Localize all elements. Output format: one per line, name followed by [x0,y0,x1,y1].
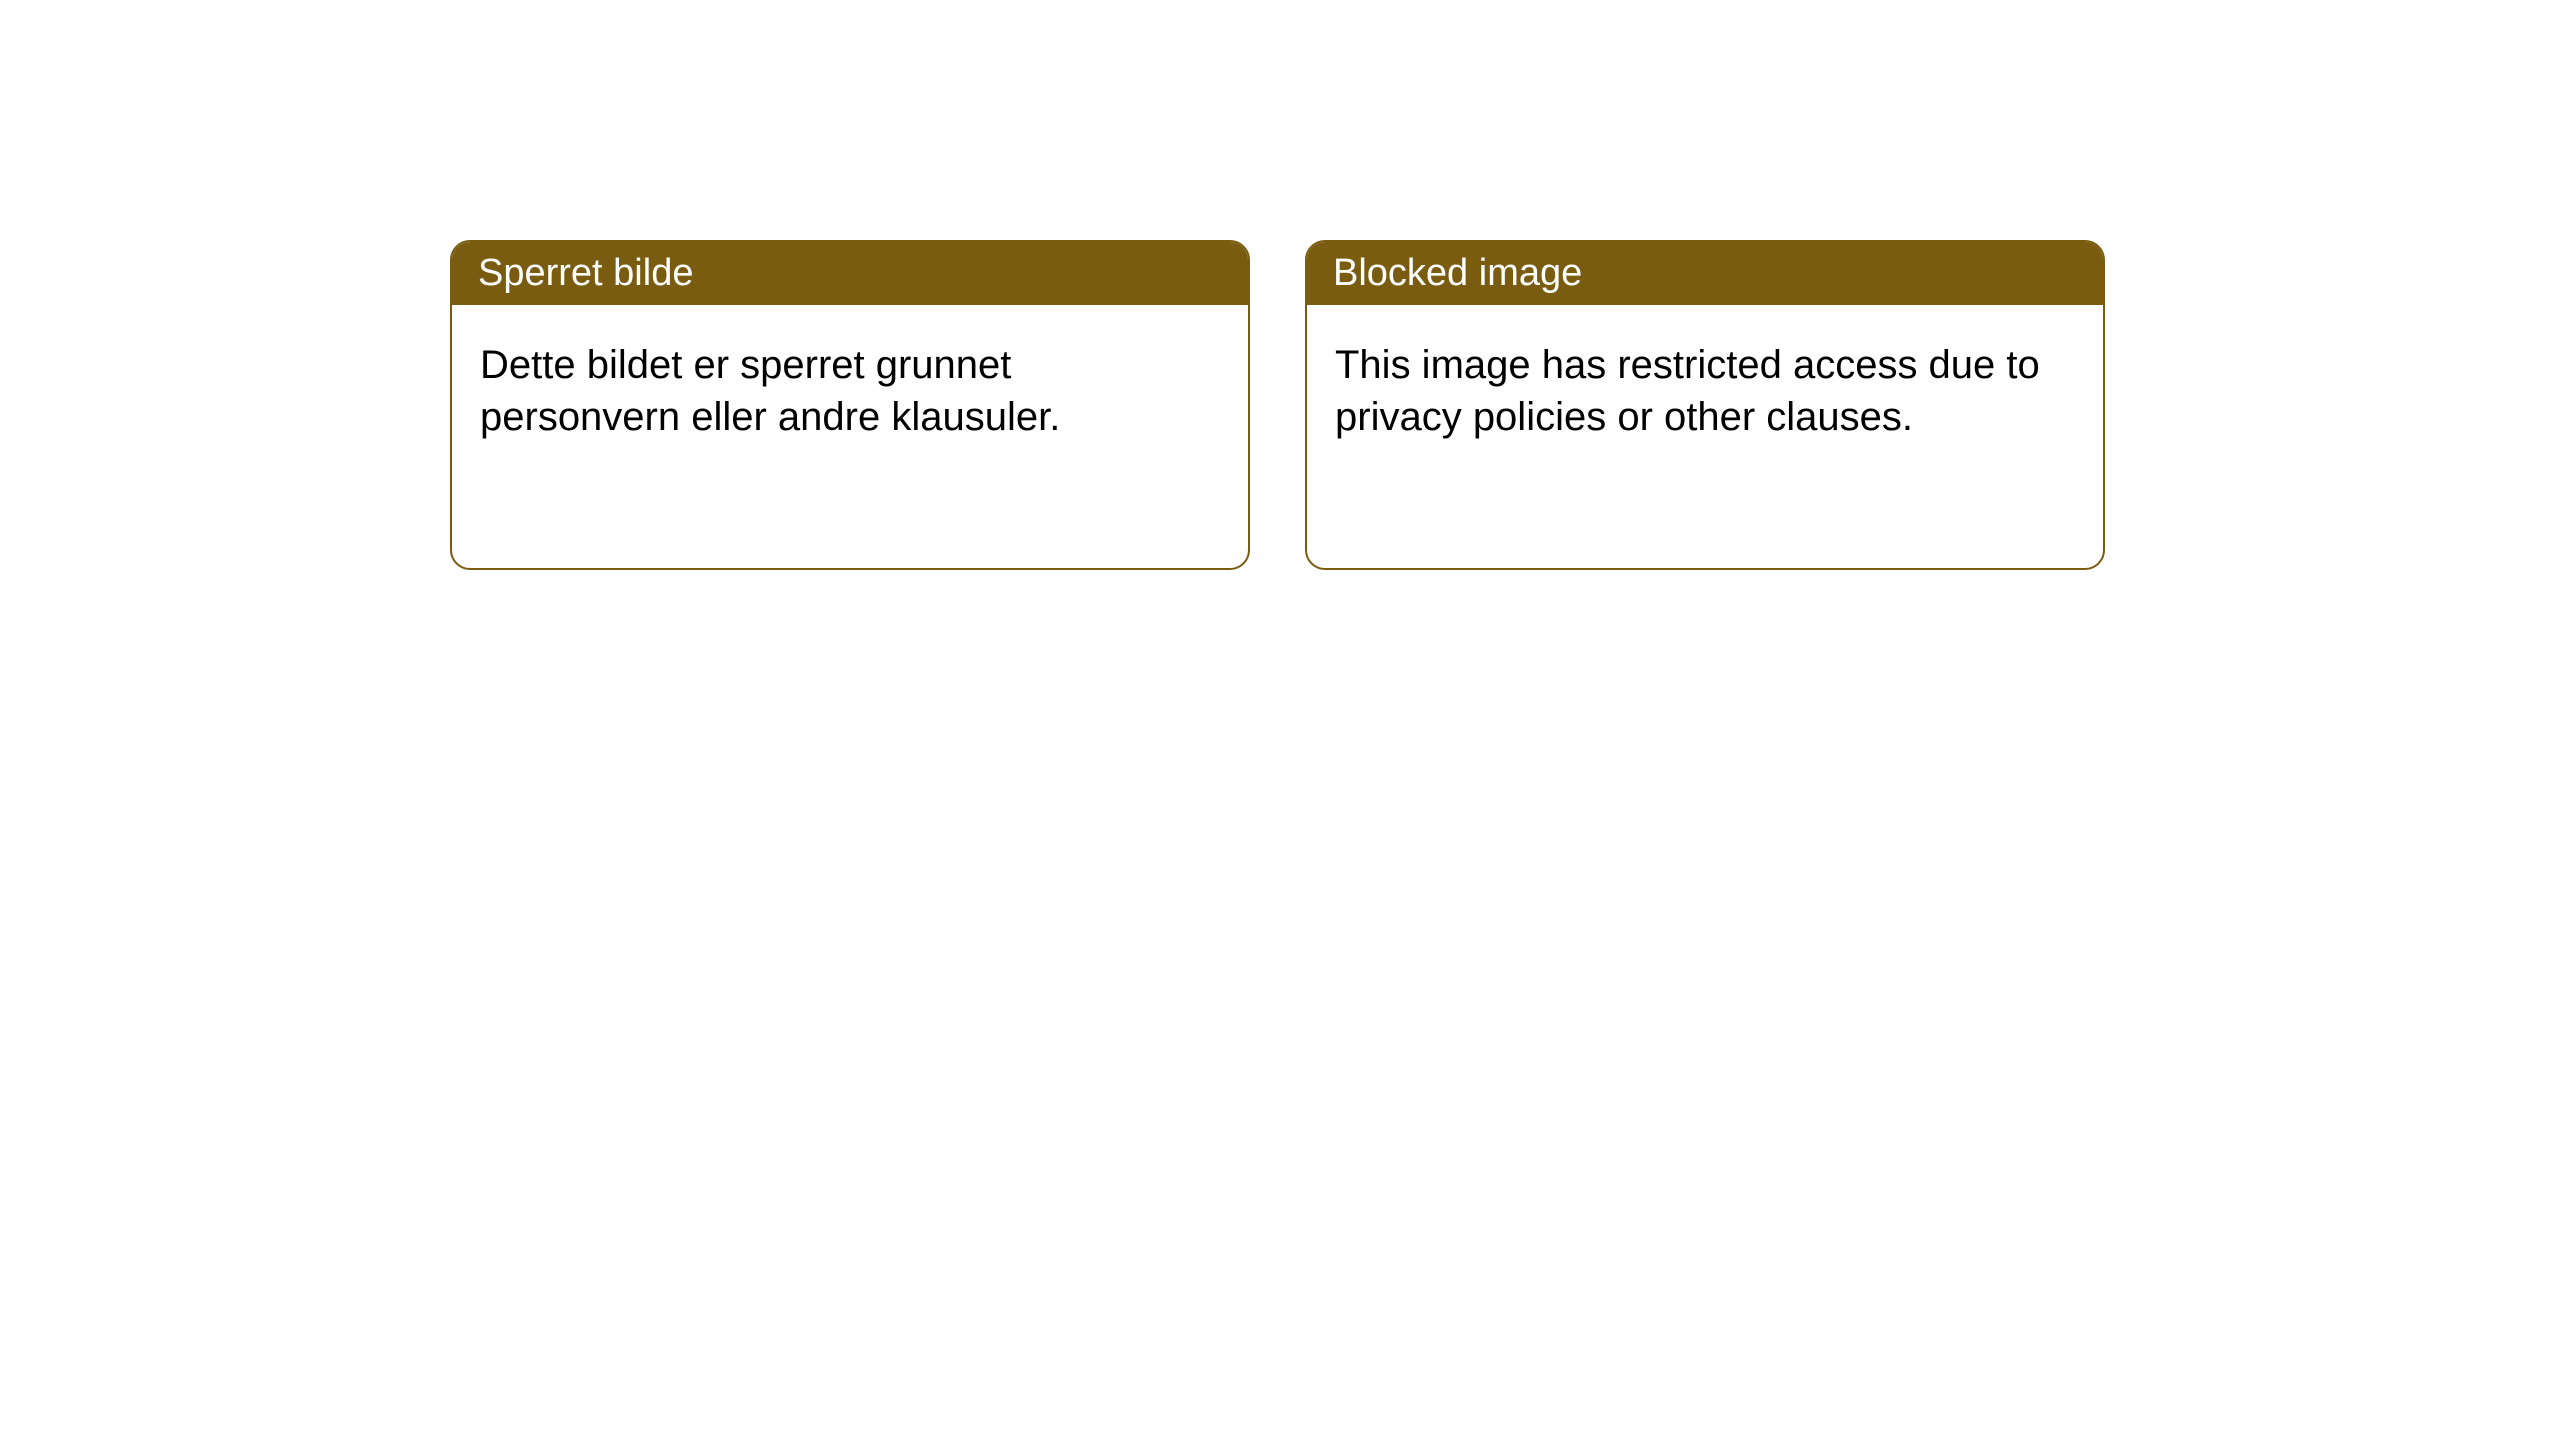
card-body: Dette bildet er sperret grunnet personve… [452,305,1248,477]
notice-card-norwegian: Sperret bilde Dette bildet er sperret gr… [450,240,1250,570]
card-header: Sperret bilde [452,242,1248,305]
notice-card-english: Blocked image This image has restricted … [1305,240,2105,570]
card-title: Blocked image [1333,252,1582,294]
card-title: Sperret bilde [478,252,693,294]
card-header: Blocked image [1307,242,2103,305]
card-body-text: Dette bildet er sperret grunnet personve… [480,343,1060,439]
card-body-text: This image has restricted access due to … [1335,343,2040,439]
notice-cards-container: Sperret bilde Dette bildet er sperret gr… [0,0,2560,570]
card-body: This image has restricted access due to … [1307,305,2103,477]
